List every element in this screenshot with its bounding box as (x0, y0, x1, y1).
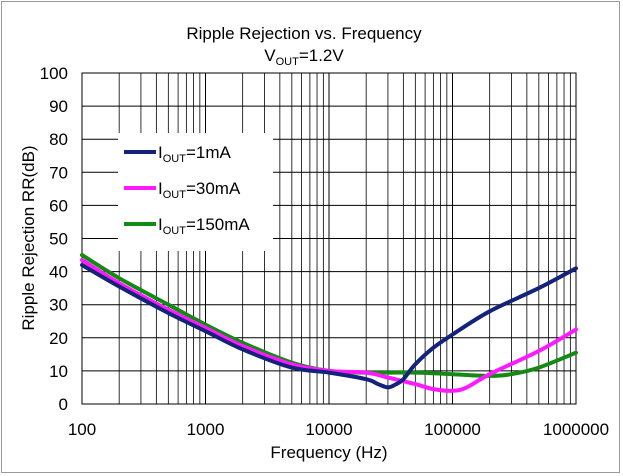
legend-label-iout-1ma: IOUT=1mA (158, 143, 232, 165)
x-tick-label: 100 (68, 420, 96, 439)
chart-title: Ripple Rejection vs. Frequency (186, 24, 422, 43)
x-tick-label: 100000 (424, 420, 481, 439)
subtitle-suffix: =1.2V (299, 46, 345, 65)
y-tick-labels: 0 10 20 30 40 50 60 70 80 90 100 (40, 64, 68, 414)
y-tick-label: 50 (49, 230, 68, 249)
y-tick-label: 30 (49, 296, 68, 315)
y-tick-label: 10 (49, 362, 68, 381)
legend-label-iout-30ma: IOUT=30mA (158, 179, 241, 201)
x-tick-label: 1000000 (543, 420, 609, 439)
y-tick-label: 100 (40, 64, 68, 83)
y-tick-label: 20 (49, 329, 68, 348)
series-line-iout-1ma (80, 263, 578, 390)
subtitle-sub: OUT (276, 56, 300, 68)
y-tick-label: 70 (49, 163, 68, 182)
legend-label-iout-150ma: IOUT=150mA (158, 215, 250, 237)
chart-subtitle: VOUT=1.2V (264, 46, 344, 68)
x-axis-label: Frequency (Hz) (270, 443, 387, 462)
x-tick-label: 1000 (187, 420, 225, 439)
plot-area (81, 72, 577, 405)
subtitle-prefix: V (264, 46, 276, 65)
y-tick-label: 80 (49, 130, 68, 149)
x-tick-label: 10000 (305, 420, 352, 439)
y-tick-label: 90 (49, 97, 68, 116)
y-tick-label: 40 (49, 263, 68, 282)
y-tick-label: 60 (49, 196, 68, 215)
series-lines (80, 253, 578, 393)
series-line-iout-30ma (80, 258, 578, 393)
x-tick-labels: 100 1000 10000 100000 1000000 (68, 420, 609, 439)
y-axis-label: Ripple Rejection RR(dB) (19, 145, 38, 330)
legend: IOUT=1mA IOUT=30mA IOUT=150mA (118, 133, 273, 251)
y-tick-label: 0 (59, 395, 68, 414)
